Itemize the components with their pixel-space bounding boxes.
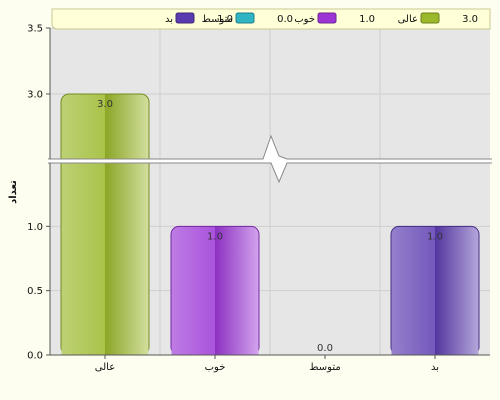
bar-base: [61, 347, 149, 355]
bar[interactable]: [390, 225, 480, 356]
x-tick-label: خوب: [205, 362, 226, 373]
legend-label: خوب: [294, 14, 315, 25]
break-band: [48, 136, 492, 182]
x-tick-label: متوسط: [309, 362, 340, 373]
y-tick-label: 0.5: [27, 286, 43, 297]
y-tick-label: 0.0: [27, 351, 43, 362]
legend-swatch: [317, 12, 337, 24]
bar-base: [391, 347, 479, 355]
axis-break: [48, 134, 492, 184]
bar-base: [171, 347, 259, 355]
bar[interactable]: [170, 225, 260, 356]
y-tick-label: 3.5: [27, 24, 43, 35]
legend-label: متوسط: [202, 14, 233, 25]
y-axis-label: تعداد: [8, 180, 19, 204]
bar[interactable]: [60, 93, 150, 356]
legend-value: 1.0: [217, 14, 233, 25]
legend-value: 1.0: [359, 14, 375, 25]
break-line-upper: [48, 134, 492, 160]
y-tick-label: 1.0: [27, 222, 43, 233]
bar-value-label: 1.0: [207, 231, 223, 242]
x-tick-label: بد: [431, 362, 439, 373]
legend-value: 0.0: [277, 14, 293, 25]
y-tick-label: 3.0: [27, 90, 43, 101]
legend-label: عالی: [398, 14, 418, 25]
legend-swatch: [235, 12, 255, 24]
bar-value-label: 1.0: [427, 231, 443, 242]
axes-layer: 0.0 0.5 1.0 3.0 3.5 عالی خوب متوسط بد: [27, 24, 490, 373]
legend-value: 3.0: [462, 14, 478, 25]
bar-value-label: 0.0: [317, 343, 333, 354]
legend-label: بد: [165, 14, 173, 25]
break-line-lower: [48, 162, 492, 184]
legend-box: [51, 8, 491, 30]
legend-swatch: [175, 12, 195, 24]
legend-swatch: [420, 12, 440, 24]
bar-value-label: 3.0: [97, 99, 113, 110]
x-tick-label: عالی: [95, 362, 115, 373]
